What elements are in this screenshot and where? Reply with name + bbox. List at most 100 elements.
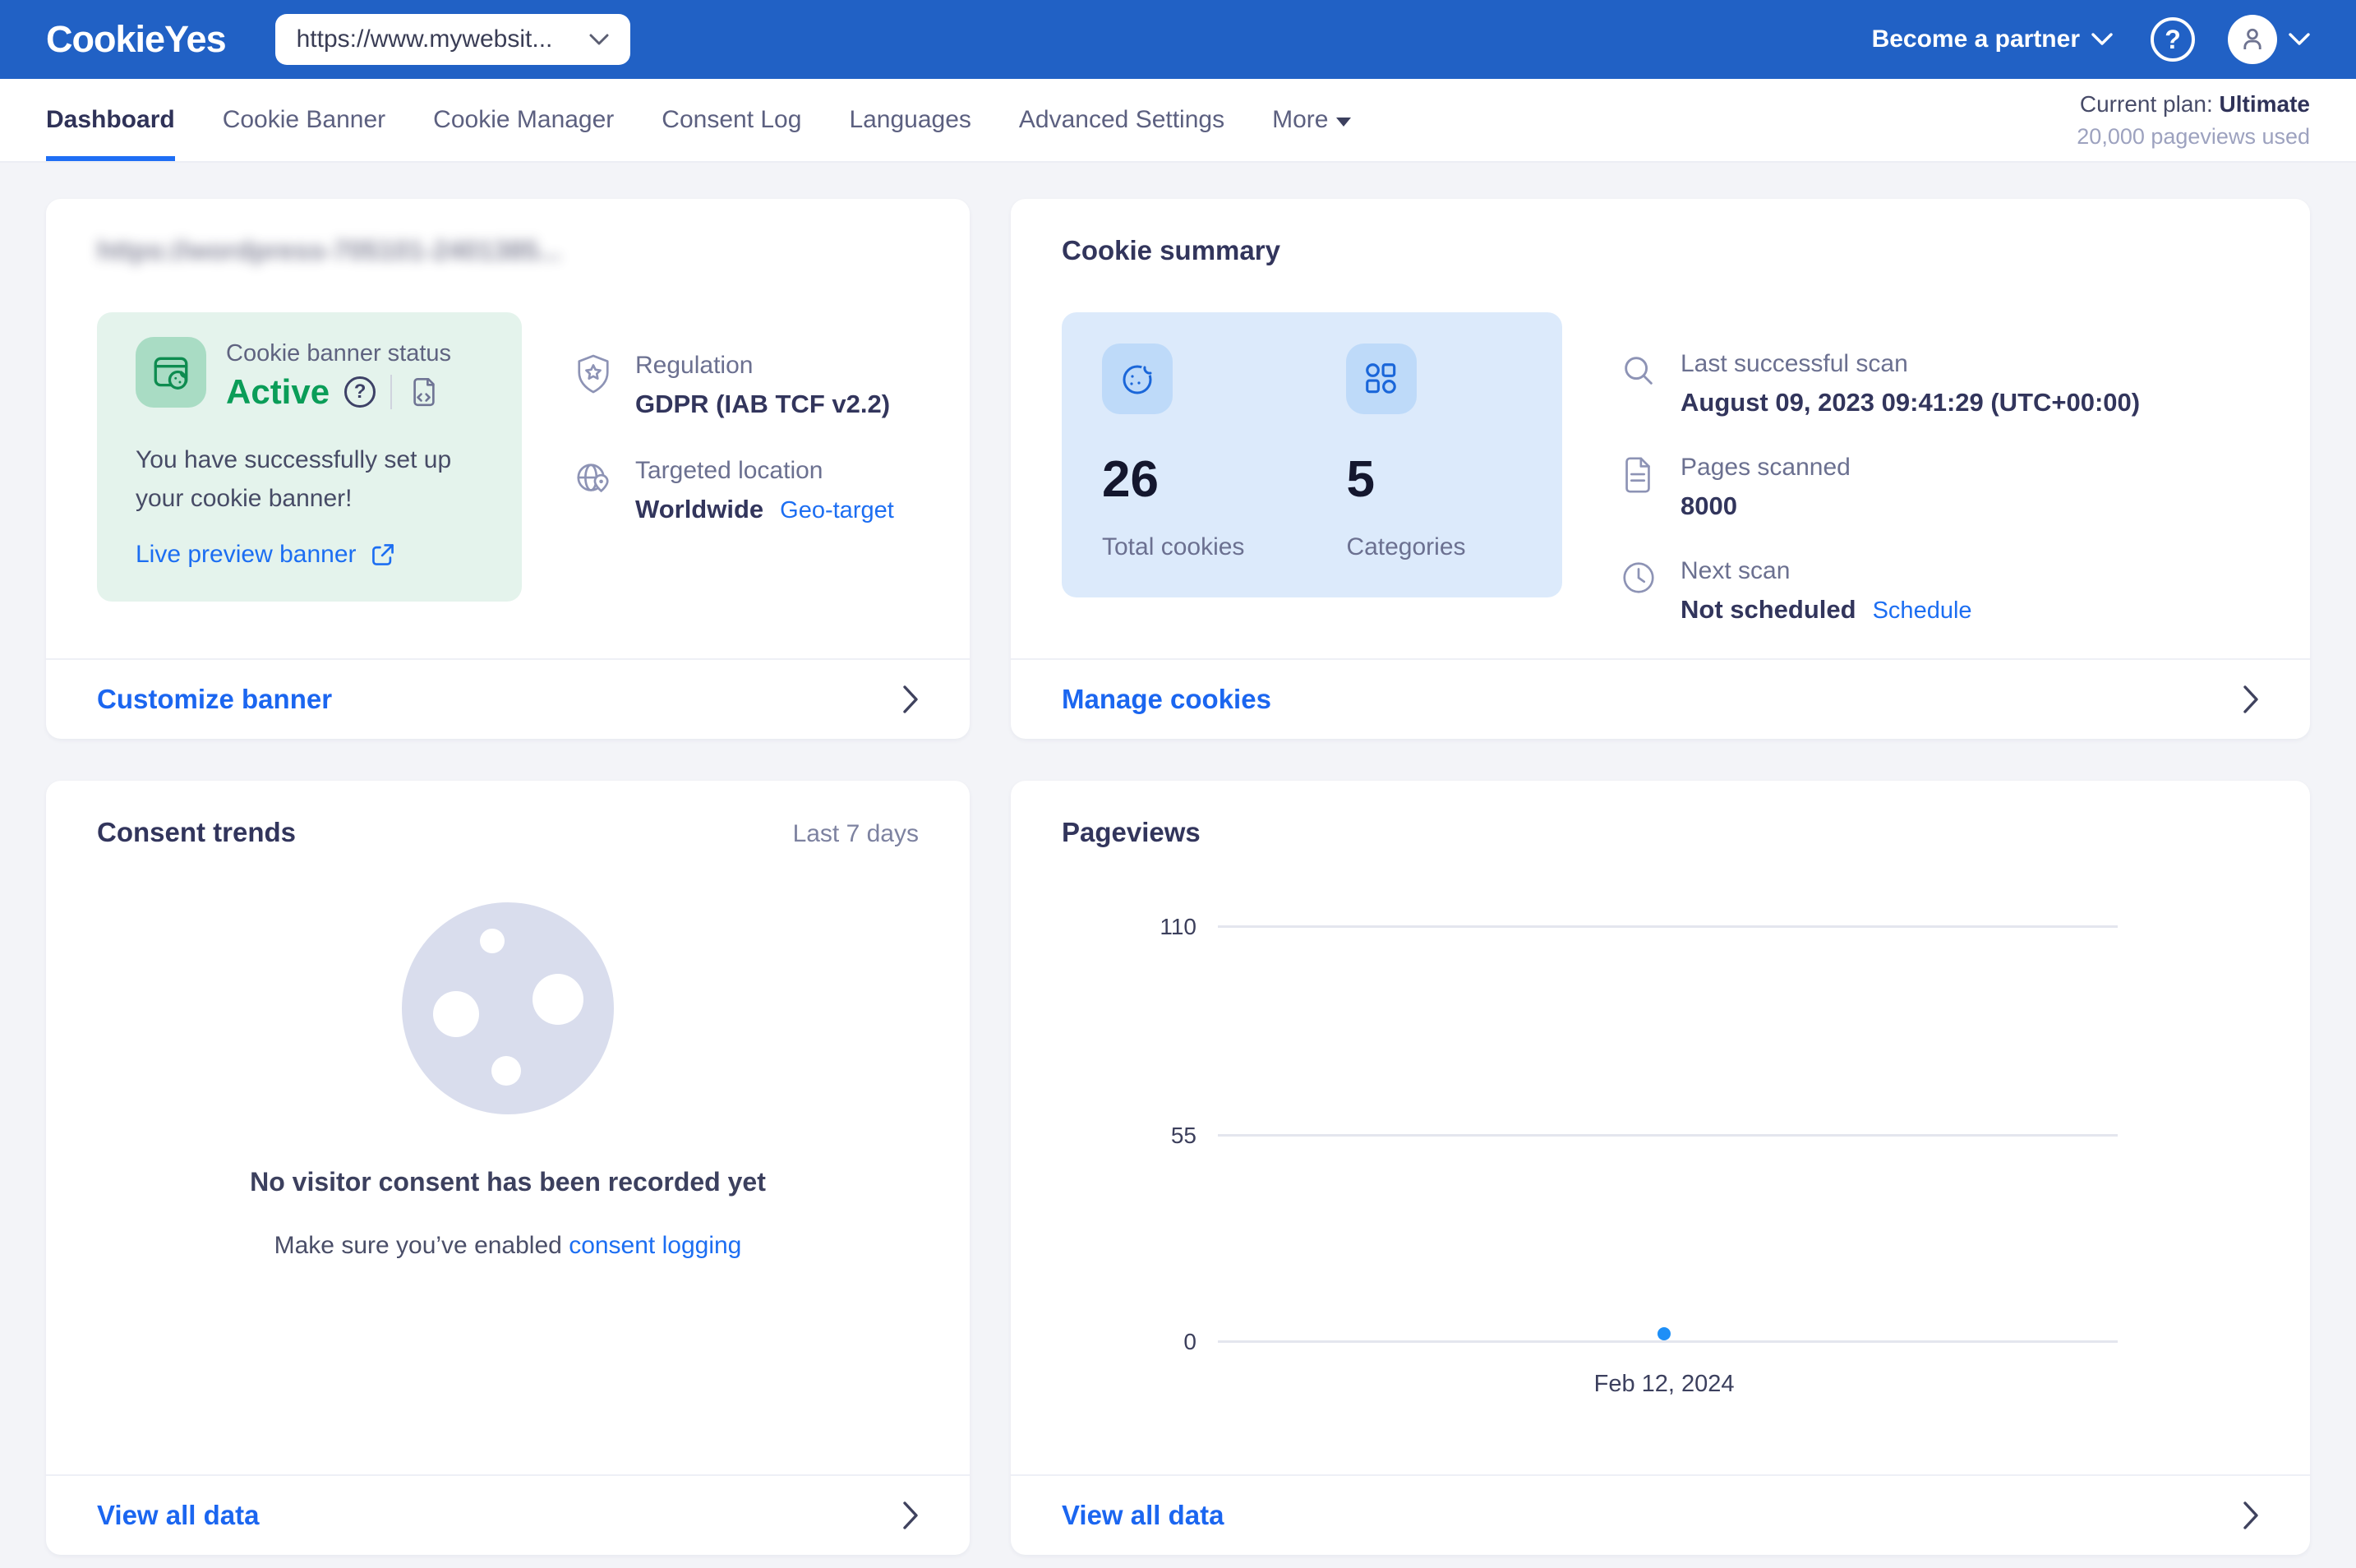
become-partner-menu[interactable]: Become a partner xyxy=(1872,25,2113,53)
clock-icon xyxy=(1620,557,1659,625)
banner-info-column: Regulation GDPR (IAB TCF v2.2) xyxy=(574,312,894,602)
tab-label: Cookie Banner xyxy=(223,106,385,134)
tab-label: Consent Log xyxy=(662,106,801,134)
status-label: Cookie banner status xyxy=(226,340,451,367)
categories-stat: 5 Categories xyxy=(1346,344,1465,597)
y-tick-55: 55 xyxy=(1171,1123,1196,1149)
consent-trends-title: Consent trends xyxy=(97,817,296,848)
top-bar: CookieYes https://www.mywebsit... Become… xyxy=(0,0,2356,79)
tab-label: Languages xyxy=(849,106,971,134)
pageviews-chart: 110 55 0 Feb 12, 2024 xyxy=(1218,925,2118,1343)
tab-label: Advanced Settings xyxy=(1019,106,1224,134)
plan-name: Ultimate xyxy=(2220,91,2310,117)
targeted-location-label: Targeted location xyxy=(635,457,894,485)
document-icon xyxy=(1620,454,1659,521)
site-selector-value: https://www.mywebsit... xyxy=(297,25,553,53)
status-help-icon[interactable]: ? xyxy=(344,376,376,408)
chevron-right-icon xyxy=(2243,1501,2259,1530)
next-scan-value: Not scheduled xyxy=(1681,595,1856,625)
external-link-icon xyxy=(370,542,396,568)
cookieyes-logo: CookieYes xyxy=(46,18,226,61)
view-all-consent-row[interactable]: View all data xyxy=(46,1474,970,1555)
last-scan-label: Last successful scan xyxy=(1681,350,2140,378)
tab-cookie-banner[interactable]: Cookie Banner xyxy=(223,79,385,161)
chevron-down-icon xyxy=(2091,33,2113,46)
tab-languages[interactable]: Languages xyxy=(849,79,971,161)
customize-banner-link[interactable]: Customize banner xyxy=(97,684,332,715)
user-avatar-icon xyxy=(2228,15,2277,64)
consent-empty-state: No visitor consent has been recorded yet… xyxy=(97,902,919,1260)
view-all-data-link[interactable]: View all data xyxy=(1062,1500,1224,1531)
chart-data-point[interactable] xyxy=(1657,1327,1671,1340)
tab-cookie-manager[interactable]: Cookie Manager xyxy=(433,79,614,161)
categories-label: Categories xyxy=(1346,533,1465,561)
globe-pin-icon xyxy=(574,457,614,524)
shield-star-icon xyxy=(574,352,614,419)
banner-status-panel: Cookie banner status Active ? xyxy=(97,312,522,602)
y-tick-0: 0 xyxy=(1183,1329,1196,1355)
divider xyxy=(390,375,392,409)
get-code-icon[interactable] xyxy=(407,375,441,409)
last-scan-value: August 09, 2023 09:41:29 (UTC+00:00) xyxy=(1681,388,2140,417)
tab-label: Dashboard xyxy=(46,106,175,134)
tab-label: Cookie Manager xyxy=(433,106,614,134)
regulation-label: Regulation xyxy=(635,352,890,380)
gridline-0: 0 xyxy=(1218,1340,2118,1343)
total-cookies-label: Total cookies xyxy=(1102,533,1244,561)
status-text-block: Cookie banner status Active ? xyxy=(226,337,451,412)
caret-down-icon xyxy=(1336,118,1351,127)
plan-usage: 20,000 pageviews used xyxy=(2077,124,2310,150)
cookie-banner-icon xyxy=(136,337,206,408)
total-cookies-stat: 26 Total cookies xyxy=(1102,344,1244,597)
status-value: Active xyxy=(226,372,330,412)
targeted-location-row: Targeted location Worldwide Geo-target xyxy=(574,457,894,524)
tab-dashboard[interactable]: Dashboard xyxy=(46,79,175,161)
next-scan-label: Next scan xyxy=(1681,557,1972,585)
view-all-pageviews-row[interactable]: View all data xyxy=(1011,1474,2310,1555)
tab-advanced-settings[interactable]: Advanced Settings xyxy=(1019,79,1224,161)
next-scan-row: Next scan Not scheduled Schedule xyxy=(1620,557,2140,625)
main-nav: Dashboard Cookie Banner Cookie Manager C… xyxy=(0,79,2356,163)
geo-target-link[interactable]: Geo-target xyxy=(780,497,894,524)
cookie-summary-card: Cookie summary xyxy=(1011,199,2310,739)
customize-banner-row[interactable]: Customize banner xyxy=(46,658,970,739)
consent-trends-card: Consent trends Last 7 days No visitor co… xyxy=(46,781,970,1555)
pages-scanned-label: Pages scanned xyxy=(1681,454,1851,482)
regulation-value: GDPR (IAB TCF v2.2) xyxy=(635,390,890,419)
help-icon[interactable]: ? xyxy=(2151,17,2195,62)
empty-state-hint: Make sure you’ve enabled consent logging xyxy=(274,1232,742,1260)
pages-scanned-value: 8000 xyxy=(1681,491,1851,521)
consent-logging-link[interactable]: consent logging xyxy=(569,1232,741,1259)
become-partner-label: Become a partner xyxy=(1872,25,2080,53)
schedule-link[interactable]: Schedule xyxy=(1873,597,1972,625)
site-selector-dropdown[interactable]: https://www.mywebsit... xyxy=(275,14,630,65)
live-preview-label: Live preview banner xyxy=(136,541,357,569)
chevron-right-icon xyxy=(902,1501,919,1530)
banner-success-message: You have successfully set up your cookie… xyxy=(136,441,481,518)
chevron-down-icon xyxy=(589,34,609,46)
site-url-blurred: https://wordpress-705101-2401385... xyxy=(97,235,561,266)
last-scan-row: Last successful scan August 09, 2023 09:… xyxy=(1620,350,2140,417)
tab-label: More xyxy=(1272,106,1328,134)
scan-info-column: Last successful scan August 09, 2023 09:… xyxy=(1620,312,2140,625)
y-tick-110: 110 xyxy=(1160,914,1196,940)
manage-cookies-link[interactable]: Manage cookies xyxy=(1062,684,1271,715)
x-axis-label: Feb 12, 2024 xyxy=(1594,1371,1735,1398)
tab-more[interactable]: More xyxy=(1272,79,1351,161)
nav-tabs: Dashboard Cookie Banner Cookie Manager C… xyxy=(46,79,1351,161)
gridline-110: 110 xyxy=(1218,925,2118,928)
manage-cookies-row[interactable]: Manage cookies xyxy=(1011,658,2310,739)
cookie-stats-panel: 26 Total cookies 5 xyxy=(1062,312,1562,597)
current-plan: Current plan: Ultimate xyxy=(2077,91,2310,118)
live-preview-banner-link[interactable]: Live preview banner xyxy=(136,541,492,569)
chevron-right-icon xyxy=(902,685,919,714)
chevron-right-icon xyxy=(2243,685,2259,714)
account-menu[interactable] xyxy=(2228,15,2310,64)
view-all-data-link[interactable]: View all data xyxy=(97,1500,259,1531)
categories-value: 5 xyxy=(1346,450,1465,509)
pageviews-card: Pageviews 110 55 0 Feb 12, 2024 View all… xyxy=(1011,781,2310,1555)
total-cookies-value: 26 xyxy=(1102,450,1244,509)
cookie-icon xyxy=(1102,344,1173,414)
tab-consent-log[interactable]: Consent Log xyxy=(662,79,801,161)
regulation-row: Regulation GDPR (IAB TCF v2.2) xyxy=(574,352,894,419)
